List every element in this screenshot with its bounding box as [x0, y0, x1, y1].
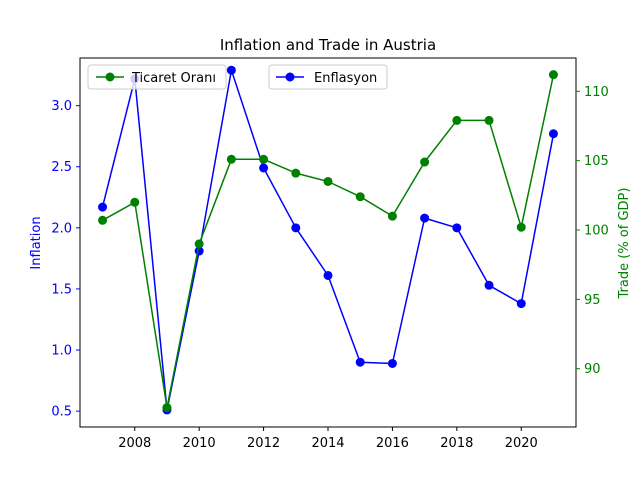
x-axis: 2008 2010 2012 2014 2016 2018 2020	[118, 427, 538, 451]
right-tick-label: 110	[584, 85, 609, 100]
data-point-trade	[194, 239, 204, 249]
right-tick-label: 95	[584, 293, 601, 308]
legend-inflation: Enflasyon	[268, 64, 388, 90]
data-point-inflation	[452, 223, 462, 233]
x-tick-label: 2010	[183, 436, 216, 451]
right-axis-label: Trade (% of GDP)	[617, 188, 632, 300]
left-tick-label: 1.5	[51, 282, 72, 297]
data-point-inflation	[484, 280, 494, 290]
data-point-inflation	[548, 129, 558, 139]
data-point-trade	[516, 222, 526, 232]
data-point-trade	[484, 115, 494, 125]
data-point-trade	[387, 211, 397, 221]
left-tick-label: 2.0	[51, 221, 72, 236]
data-point-inflation	[387, 358, 397, 368]
legend-trade-label: Ticaret Oranı	[131, 71, 216, 86]
x-tick-label: 2018	[440, 436, 473, 451]
data-point-trade	[162, 403, 172, 413]
data-point-inflation	[226, 65, 236, 75]
data-point-trade	[548, 70, 558, 80]
legend-inflation-marker	[285, 72, 295, 82]
data-point-inflation	[516, 299, 526, 309]
left-tick-label: 0.5	[51, 405, 72, 420]
data-point-inflation	[98, 202, 108, 212]
data-point-trade	[291, 168, 301, 178]
left-axis: 0.5 1.0 1.5 2.0 2.5 3.0	[51, 99, 80, 420]
right-tick-label: 105	[584, 154, 609, 169]
x-tick-label: 2016	[376, 436, 409, 451]
chart-title: Inflation and Trade in Austria	[220, 36, 436, 54]
left-tick-label: 3.0	[51, 99, 72, 114]
right-axis: 90 95 100 105 110	[576, 85, 609, 377]
legend-inflation-box	[268, 64, 388, 90]
data-point-trade	[420, 157, 430, 167]
data-point-inflation	[323, 270, 333, 280]
legend-trade-marker	[105, 72, 115, 82]
x-tick-label: 2014	[311, 436, 344, 451]
data-point-trade	[259, 154, 269, 164]
legend-trade: Ticaret Oranı	[87, 64, 227, 90]
left-tick-label: 2.5	[51, 160, 72, 175]
data-point-trade	[452, 115, 462, 125]
left-axis-label: Inflation	[29, 216, 44, 269]
legend-trade-box	[87, 64, 227, 90]
right-tick-label: 90	[584, 362, 601, 377]
series-layer	[98, 65, 558, 415]
data-point-inflation	[291, 223, 301, 233]
data-point-trade	[323, 176, 333, 186]
data-point-inflation	[420, 213, 430, 223]
legend-inflation-label: Enflasyon	[314, 71, 377, 86]
x-tick-label: 2008	[118, 436, 151, 451]
data-point-trade	[355, 192, 365, 202]
x-tick-label: 2020	[505, 436, 538, 451]
left-tick-label: 1.0	[51, 344, 72, 359]
data-point-inflation	[355, 357, 365, 367]
data-point-trade	[226, 154, 236, 164]
right-tick-label: 100	[584, 224, 609, 239]
x-tick-label: 2012	[247, 436, 280, 451]
data-point-trade	[98, 215, 108, 225]
data-point-trade	[130, 197, 140, 207]
data-point-inflation	[259, 163, 269, 173]
